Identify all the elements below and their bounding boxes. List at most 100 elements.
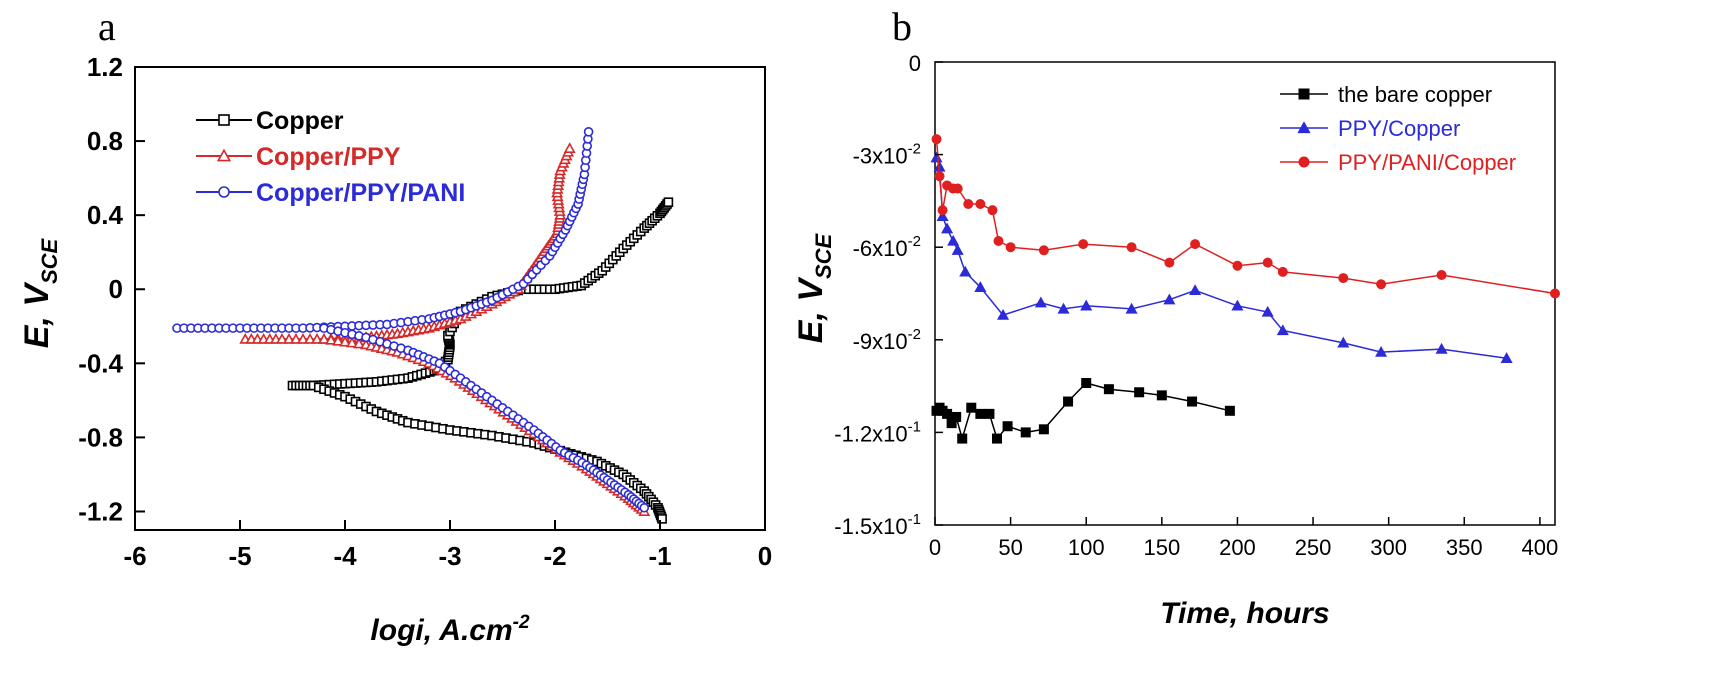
data-point-a bbox=[325, 333, 337, 345]
data-point-b bbox=[931, 134, 942, 145]
legend-item-a-2: Copper/PPY/PANI bbox=[196, 179, 465, 207]
data-point-b bbox=[987, 205, 998, 216]
y-tick-label-a: -0.8 bbox=[78, 422, 123, 452]
y-tick-label-a: 0.8 bbox=[87, 126, 123, 156]
data-point-b bbox=[1190, 239, 1201, 250]
legend-marker-b bbox=[1297, 121, 1311, 134]
y-tick-label-b: -6x10-2 bbox=[853, 233, 921, 261]
legend-item-b-2: PPY/PANI/Copper bbox=[1280, 150, 1516, 175]
panel-letter-b: b bbox=[892, 4, 912, 49]
data-point-b bbox=[942, 408, 953, 419]
data-point-b bbox=[974, 281, 987, 292]
data-point-b bbox=[1187, 396, 1198, 407]
x-tick-label-b: 200 bbox=[1219, 535, 1256, 560]
y-tick-label-b-exp: -1 bbox=[908, 511, 921, 528]
x-tick-label-b: 50 bbox=[998, 535, 1022, 560]
legend-marker-a bbox=[218, 186, 230, 198]
data-point-a bbox=[311, 332, 323, 344]
x-axis-title-a-main: logi, A.cm bbox=[370, 614, 512, 647]
data-point-b bbox=[975, 408, 986, 419]
y-tick-label-b-main: -6x10 bbox=[853, 236, 908, 261]
data-point-b bbox=[934, 171, 945, 182]
data-point-b bbox=[951, 411, 962, 422]
data-point-a bbox=[353, 337, 365, 349]
data-point-b bbox=[930, 151, 943, 163]
data-point-b bbox=[1224, 405, 1235, 416]
data-point-b bbox=[941, 222, 954, 234]
x-tick-label-b: 350 bbox=[1446, 535, 1483, 560]
series-line-b-1 bbox=[935, 157, 1507, 360]
data-point-b bbox=[1134, 387, 1145, 398]
panel-letter-a: a bbox=[98, 4, 116, 49]
data-point-b bbox=[959, 265, 972, 277]
y-tick-label-b: -3x10-2 bbox=[853, 141, 921, 169]
legend-item-a-0: Copper bbox=[196, 107, 344, 135]
data-point-b bbox=[1500, 352, 1513, 363]
x-axis-title-a-sup: -2 bbox=[513, 612, 530, 633]
y-tick-label-b-main: -1.5x10 bbox=[834, 514, 907, 539]
data-point-b bbox=[975, 198, 986, 209]
y-tick-label-a: 1.2 bbox=[87, 52, 123, 82]
data-point-b bbox=[1337, 336, 1350, 348]
data-point-b bbox=[1262, 257, 1273, 268]
x-tick-label-b: 300 bbox=[1370, 535, 1407, 560]
data-point-b bbox=[1057, 302, 1070, 314]
y-tick-label-b-main: -3x10 bbox=[853, 144, 908, 169]
legend-marker-a bbox=[218, 114, 230, 126]
x-tick-label-a: -6 bbox=[123, 541, 146, 571]
data-point-b bbox=[1063, 396, 1074, 407]
data-point-a bbox=[304, 332, 316, 344]
data-point-b bbox=[992, 433, 1002, 444]
legend-marker-a bbox=[216, 148, 232, 162]
x-tick-label-a: -2 bbox=[543, 541, 566, 571]
y-tick-label-a: 0 bbox=[109, 274, 123, 304]
panel-b: b 0 50 100 150 200 250 300 350 4000-3x10-2-6x10-… bbox=[792, 4, 1560, 630]
data-point-a bbox=[290, 332, 302, 344]
data-point-a bbox=[663, 197, 674, 207]
y-tick-label-b-exp: -1 bbox=[908, 418, 921, 435]
data-point-b bbox=[1156, 390, 1167, 401]
x-tick-label-a: 0 bbox=[758, 541, 772, 571]
data-point-b bbox=[957, 433, 968, 444]
data-point-a bbox=[339, 335, 351, 347]
data-point-b bbox=[1078, 239, 1089, 250]
series-b-0 bbox=[931, 378, 1235, 444]
legend-label-b: PPY/Copper bbox=[1338, 116, 1460, 141]
x-tick-label-b: 250 bbox=[1295, 535, 1332, 560]
data-point-a bbox=[297, 332, 309, 344]
data-point-b bbox=[1038, 424, 1049, 435]
y-tick-label-b-main: 0 bbox=[909, 51, 921, 76]
data-point-b bbox=[936, 210, 949, 221]
x-tick-label-a: -3 bbox=[438, 541, 461, 571]
y-axis-title-b-sub: SCE bbox=[811, 232, 836, 279]
x-tick-label-b: 150 bbox=[1143, 535, 1180, 560]
data-point-a bbox=[583, 127, 594, 137]
x-tick-label-a: -1 bbox=[648, 541, 671, 571]
data-point-b bbox=[997, 308, 1010, 320]
data-point-b bbox=[1276, 324, 1289, 336]
plot-frame-b bbox=[934, 61, 1556, 526]
data-point-b bbox=[1020, 427, 1031, 438]
data-point-b bbox=[993, 236, 1004, 247]
data-point-a bbox=[657, 514, 667, 524]
data-point-b bbox=[1080, 299, 1093, 311]
data-point-a bbox=[318, 332, 330, 344]
legend-label-a: Copper/PPY/PANI bbox=[256, 179, 465, 207]
y-tick-label-a: 0.4 bbox=[87, 200, 124, 230]
data-point-b bbox=[937, 205, 948, 216]
y-tick-label-b-exp: -2 bbox=[908, 233, 921, 250]
data-point-b bbox=[1231, 299, 1244, 311]
y-axis-title-a: E, VSCE bbox=[18, 237, 62, 348]
data-point-b bbox=[1163, 293, 1176, 305]
y-tick-label-b-exp: -2 bbox=[908, 141, 921, 158]
data-point-b bbox=[1436, 269, 1447, 280]
data-point-b bbox=[1103, 384, 1114, 395]
y-tick-label-a: -0.4 bbox=[78, 348, 123, 378]
data-point-b bbox=[1164, 257, 1175, 268]
data-point-b bbox=[951, 244, 964, 255]
data-point-a bbox=[332, 334, 344, 346]
data-point-b bbox=[1375, 345, 1388, 357]
data-point-b bbox=[1338, 273, 1349, 284]
data-point-a bbox=[346, 336, 358, 348]
